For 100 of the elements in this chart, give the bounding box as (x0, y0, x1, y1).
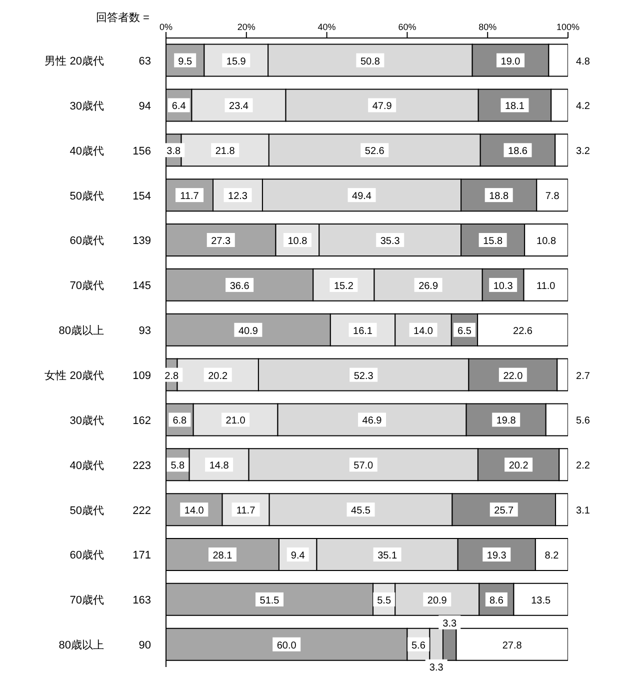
data-label: 6.5 (458, 326, 472, 337)
y-tick-label: 30歳代 (70, 99, 104, 112)
text: 94 (138, 100, 151, 112)
text: 156 (132, 145, 151, 158)
text: 139 (132, 235, 151, 248)
data-label: 14.0 (184, 506, 204, 517)
text: 163 (132, 594, 151, 607)
data-label: 27.3 (211, 236, 232, 248)
y-tick-label: 70歳代 (70, 594, 104, 607)
data-label: 10.3 (493, 280, 514, 292)
text: 162 (132, 414, 151, 427)
data-label: 16.1 (353, 326, 373, 337)
x-tick-label: 100% (556, 22, 580, 32)
data-label: 50.8 (360, 56, 380, 68)
data-label: 60.0 (276, 640, 297, 652)
data-label: 3.8 (166, 146, 182, 158)
y-tick-label: 50歳代 (70, 504, 104, 517)
data-label: 51.5 (260, 595, 280, 606)
data-label: 6.4 (172, 101, 186, 112)
data-label: 22.6 (513, 326, 533, 337)
data-label: 40.9 (238, 326, 258, 337)
data-label: 15.2 (334, 280, 354, 292)
data-label: 27.8 (502, 640, 522, 652)
data-label: 23.4 (229, 101, 249, 112)
text: 93 (138, 325, 151, 338)
data-label: 52.3 (354, 370, 374, 382)
data-label: 14.8 (209, 460, 230, 472)
data-label: 35.1 (378, 550, 398, 562)
data-label: 22.0 (503, 370, 524, 382)
y-tick-label: 60歳代 (70, 234, 104, 248)
data-label: 25.7 (494, 506, 514, 517)
y-tick-label: 50歳代 (70, 189, 104, 202)
data-label: 47.9 (372, 101, 392, 112)
data-label: 4.2 (576, 101, 590, 112)
data-label: 20.2 (508, 460, 529, 472)
data-label: 9.5 (178, 56, 192, 68)
data-label: 11.0 (536, 280, 556, 292)
data-label: 8.6 (489, 595, 504, 606)
data-label: 2.7 (576, 370, 590, 382)
data-label: 19.0 (500, 56, 521, 68)
data-label: 12.3 (228, 191, 248, 202)
text: 63 (138, 55, 151, 68)
data-label: 28.1 (212, 550, 233, 562)
data-label: 5.6 (576, 416, 590, 427)
data-label: 20.9 (427, 595, 448, 606)
y-tick-label: 80歳以上 (58, 638, 104, 652)
data-label: 21.8 (215, 146, 236, 158)
text: 154 (132, 190, 151, 202)
data-label: 10.8 (288, 236, 308, 248)
data-label: 35.3 (380, 236, 400, 248)
y-tick-label: 80歳以上 (58, 324, 104, 338)
data-label: 8.2 (544, 550, 560, 562)
data-label: 57.0 (354, 460, 374, 472)
data-label: 18.1 (505, 101, 525, 112)
data-label: 11.7 (236, 506, 256, 517)
x-tick-label: 60% (398, 22, 416, 32)
text: 109 (132, 370, 151, 382)
data-label: 6.8 (172, 416, 188, 427)
data-label: 19.8 (496, 416, 516, 427)
data-label: 52.6 (364, 146, 385, 158)
data-label: 21.0 (226, 416, 246, 427)
data-label: 13.5 (531, 595, 552, 606)
data-label: 46.9 (362, 416, 382, 427)
x-tick-label: 0% (159, 22, 173, 32)
data-label: 9.4 (290, 550, 306, 562)
data-label: 18.6 (508, 146, 528, 158)
data-label: 4.8 (576, 56, 590, 68)
data-label: 14.0 (414, 326, 434, 337)
y-tick-label: 70歳代 (70, 279, 104, 292)
data-label: 3.2 (576, 146, 590, 158)
data-label: 10.8 (536, 236, 556, 248)
data-label: 36.6 (230, 280, 250, 292)
data-label: 15.9 (226, 56, 246, 68)
data-label: 45.5 (351, 506, 371, 517)
data-label: 26.9 (418, 280, 438, 292)
data-label: 5.8 (170, 460, 186, 472)
data-label: 11.7 (180, 191, 200, 202)
data-label: 7.8 (545, 191, 560, 202)
data-label: 5.6 (412, 640, 426, 652)
data-label: 49.4 (352, 191, 372, 202)
y-tick-label: 60歳代 (70, 548, 104, 562)
text: 回答者数 = (96, 11, 150, 25)
data-label: 3.1 (576, 506, 590, 517)
data-label: 18.8 (489, 191, 510, 202)
data-label: 3.3 (429, 662, 444, 674)
y-tick-label: 40歳代 (70, 144, 104, 158)
data-label: 15.8 (483, 236, 503, 248)
text: 145 (132, 280, 151, 292)
text: 222 (132, 504, 151, 517)
y-tick-label: 男性 20歳代 (44, 54, 104, 68)
x-tick-label: 20% (237, 22, 256, 32)
y-tick-label: 40歳代 (70, 458, 104, 472)
data-label: 2.8 (164, 370, 180, 382)
data-label: 2.2 (576, 460, 590, 472)
data-label: 5.5 (377, 595, 392, 606)
y-tick-label: 30歳代 (70, 414, 104, 427)
text: 223 (132, 460, 151, 472)
data-label: 19.3 (486, 550, 507, 562)
text: 90 (138, 640, 151, 652)
y-tick-label: 女性 20歳代 (44, 368, 104, 382)
